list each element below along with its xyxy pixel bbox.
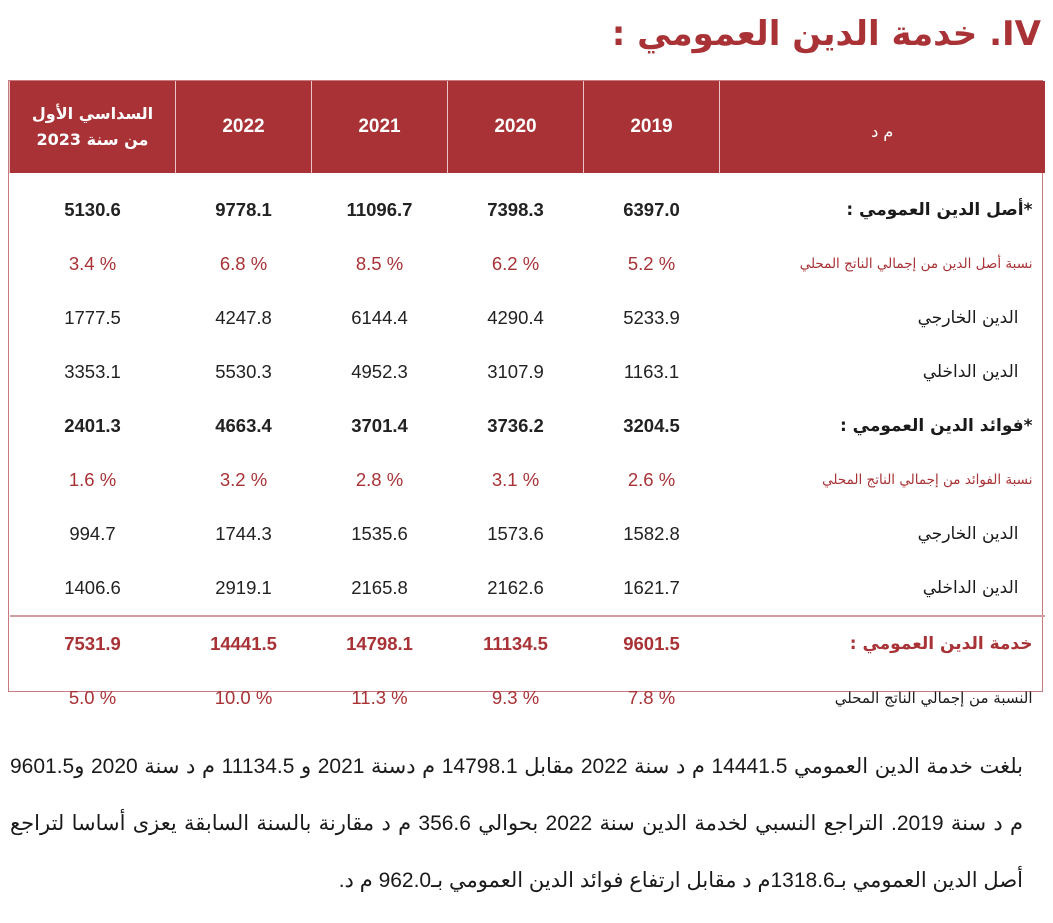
cell-2022: % 10.0	[214, 687, 273, 708]
cell-2020: % 6.2	[491, 253, 540, 274]
summary-paragraph: بلغت خدمة الدين العمومي 14441.5 م د سنة …	[10, 755, 1024, 892]
cell-2022: 5530.3	[215, 361, 272, 382]
table-row-debt-service-gdp-ratio: النسبة من إجمالي الناتج المحلي % 7.8 % 9…	[10, 671, 1045, 725]
cell-2020: 2162.6	[487, 577, 544, 598]
debt-service-table-container: م د 2019 2020 2021 2022 السداسي الأول من…	[8, 80, 1045, 708]
cell-2020: 4290.4	[487, 307, 544, 328]
cell-2020: 3107.9	[487, 361, 544, 382]
cell-2021: % 11.3	[351, 687, 408, 708]
row-label: الدين الداخلي	[922, 578, 1019, 598]
cell-2019: % 7.8	[627, 687, 676, 708]
cell-2021: 11096.7	[346, 199, 413, 220]
table-header-row: م د 2019 2020 2021 2022 السداسي الأول من…	[9, 81, 1045, 173]
cell-2021: 14798.1	[311, 615, 448, 671]
debt-service-table: م د 2019 2020 2021 2022 السداسي الأول من…	[9, 81, 1045, 725]
cell-2020: % 3.1	[491, 469, 540, 490]
table-row-principal: *أصل الدين العمومي : 6397.0 7398.3 11096…	[10, 173, 1045, 237]
cell-2019: % 5.2	[627, 253, 676, 274]
cell-2019: 1163.1	[623, 361, 680, 382]
cell-h1-2023: % 1.6	[68, 469, 117, 490]
cell-2020: 3736.2	[487, 415, 544, 436]
cell-2022: % 3.2	[219, 469, 268, 490]
cell-h1-2023: 994.7	[69, 523, 116, 544]
row-label: خدمة الدين العمومي :	[719, 615, 1045, 671]
cell-2019: 6397.0	[623, 199, 680, 220]
cell-2021: 4952.3	[351, 361, 408, 382]
cell-2022: 4663.4	[215, 415, 272, 436]
cell-2022: 2919.1	[215, 577, 272, 598]
cell-2019: 1582.8	[623, 523, 680, 544]
table-row-principal-external: الدين الخارجي 5233.9 4290.4 6144.4 4247.…	[10, 291, 1045, 345]
cell-h1-2023: % 3.4	[68, 253, 117, 274]
cell-2019: 1621.7	[623, 577, 680, 598]
cell-h1-2023: 7531.9	[9, 615, 176, 671]
cell-h1-2023: 3353.1	[64, 361, 121, 382]
cell-2022: 1744.3	[215, 523, 272, 544]
cell-2020: 7398.3	[487, 199, 544, 220]
header-year-2021: 2021	[311, 81, 448, 173]
cell-h1-2023: % 5.0	[68, 687, 117, 708]
row-label: *فوائد الدين العمومي :	[839, 416, 1033, 436]
table-row-principal-domestic: الدين الداخلي 1163.1 3107.9 4952.3 5530.…	[10, 345, 1045, 399]
header-h1-line2: من سنة 2023	[36, 130, 149, 149]
header-year-2022: 2022	[175, 81, 312, 173]
row-label: الدين الخارجي	[917, 524, 1019, 544]
cell-2022: % 6.8	[219, 253, 268, 274]
cell-2019: % 2.6	[627, 469, 676, 490]
cell-2021: 2165.8	[351, 577, 408, 598]
cell-2020: 11134.5	[447, 615, 584, 671]
cell-2022: 9778.1	[215, 199, 272, 220]
table-row-interest: *فوائد الدين العمومي : 3204.5 3736.2 370…	[10, 399, 1045, 453]
row-label: نسبة أصل الدين من إجمالي الناتج المحلي	[799, 256, 1033, 272]
cell-2021: 1535.6	[351, 523, 408, 544]
row-label: نسبة الفوائد من إجمالي الناتج المحلي	[822, 472, 1033, 488]
header-h1-line1: السداسي الأول	[31, 104, 154, 123]
cell-2019: 9601.5	[583, 615, 720, 671]
cell-h1-2023: 5130.6	[64, 199, 121, 220]
cell-2021: 3701.4	[351, 415, 408, 436]
section-title: IV. خدمة الدين العمومي :	[611, 14, 1041, 54]
table-row-interest-gdp-ratio: نسبة الفوائد من إجمالي الناتج المحلي % 2…	[10, 453, 1045, 507]
cell-h1-2023: 1777.5	[64, 307, 121, 328]
header-unit: م د	[719, 81, 1045, 173]
header-year-2020: 2020	[447, 81, 584, 173]
cell-2020: % 9.3	[491, 687, 540, 708]
row-label: النسبة من إجمالي الناتج المحلي	[834, 689, 1033, 707]
cell-2019: 5233.9	[623, 307, 680, 328]
header-year-2019: 2019	[583, 81, 720, 173]
row-label: الدين الخارجي	[917, 308, 1019, 328]
table-row-debt-service-total: خدمة الدين العمومي : 9601.5 11134.5 1479…	[9, 615, 1045, 671]
row-label: *أصل الدين العمومي :	[846, 200, 1033, 220]
cell-2022: 14441.5	[175, 615, 312, 671]
cell-2021: % 2.8	[355, 469, 404, 490]
header-h1-2023: السداسي الأول من سنة 2023	[9, 81, 176, 173]
cell-2021: % 8.5	[355, 253, 404, 274]
table-row-interest-external: الدين الخارجي 1582.8 1573.6 1535.6 1744.…	[10, 507, 1045, 561]
row-label: الدين الداخلي	[922, 362, 1019, 382]
cell-h1-2023: 1406.6	[64, 577, 121, 598]
cell-2021: 6144.4	[351, 307, 408, 328]
cell-2019: 3204.5	[623, 415, 680, 436]
cell-2022: 4247.8	[215, 307, 272, 328]
table-row-interest-domestic: الدين الداخلي 1621.7 2162.6 2165.8 2919.…	[10, 561, 1045, 616]
cell-2020: 1573.6	[487, 523, 544, 544]
cell-h1-2023: 2401.3	[64, 415, 121, 436]
table-row-principal-gdp-ratio: نسبة أصل الدين من إجمالي الناتج المحلي %…	[10, 237, 1045, 291]
